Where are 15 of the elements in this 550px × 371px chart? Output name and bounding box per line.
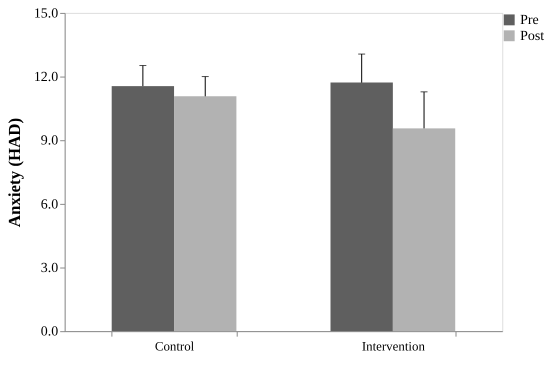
y-tick-label: 15.0 [34,6,58,22]
bar [174,96,236,332]
y-tick-label: 12.0 [34,70,58,86]
y-tick-label: 3.0 [40,260,58,276]
bar [330,82,393,332]
x-tick-label: Intervention [362,338,426,354]
legend-label: Post [520,28,544,44]
y-tick-label: 0.0 [40,324,58,340]
bar [112,86,174,332]
y-tick-label: 6.0 [40,197,58,212]
y-tick-label: 9.0 [40,134,58,149]
legend-label: Pre [520,12,539,28]
y-axis-title: Anxiety (HAD) [4,118,24,228]
x-tick-label: Control [154,338,195,354]
bar [392,128,456,332]
